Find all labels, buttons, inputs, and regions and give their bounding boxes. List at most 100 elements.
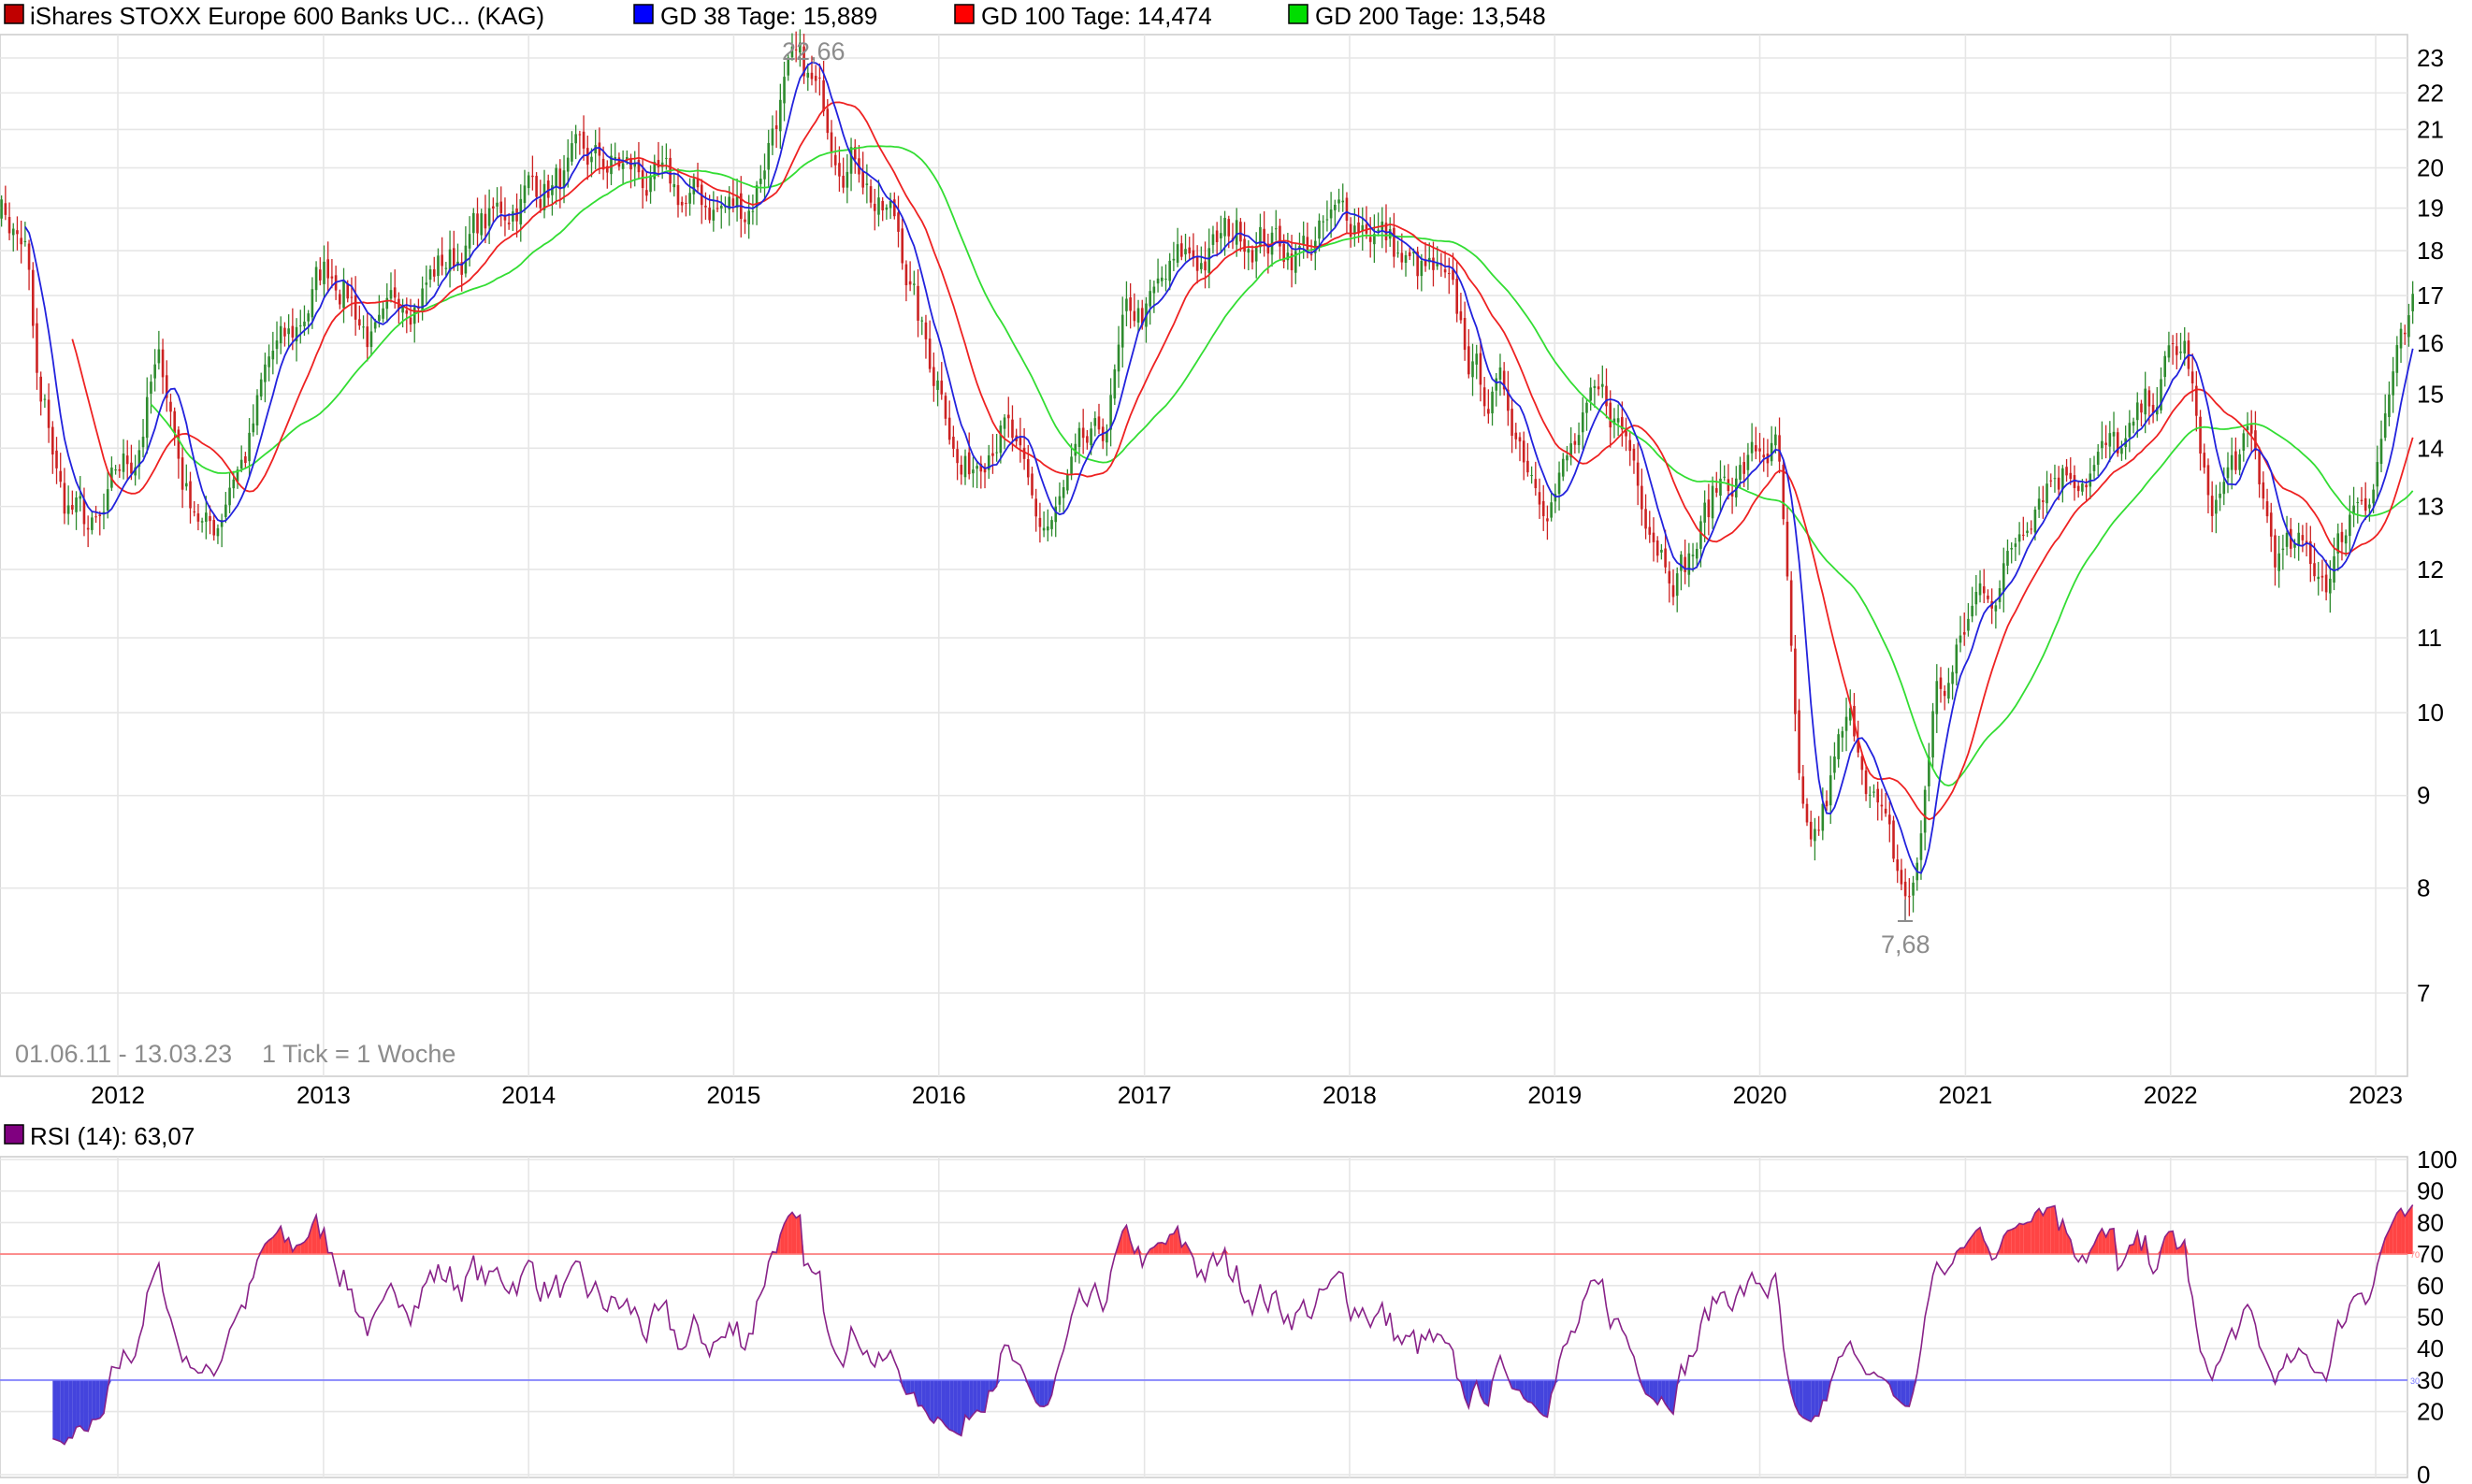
price-candle-body bbox=[23, 240, 27, 242]
price-candle-body bbox=[1864, 771, 1868, 795]
price-candle-body bbox=[311, 289, 314, 318]
price-y-tick-label: 9 bbox=[2417, 782, 2430, 810]
price-candle-body bbox=[1176, 244, 1179, 263]
price-candle-body bbox=[428, 269, 432, 281]
price-candle-body bbox=[1711, 485, 1714, 519]
price-candle-body bbox=[610, 155, 613, 175]
price-candle-body bbox=[267, 356, 270, 367]
price-candle-body bbox=[783, 77, 786, 104]
price-candle-body bbox=[2372, 489, 2375, 504]
rsi-overbought-area bbox=[1165, 1234, 1170, 1255]
price-candle-body bbox=[1455, 278, 1458, 314]
price-candle-body bbox=[1774, 434, 1777, 446]
price-candle-body bbox=[2128, 423, 2132, 438]
price-candle-body bbox=[940, 381, 944, 395]
price-candle-body bbox=[1648, 526, 1652, 535]
price-candle-body bbox=[401, 307, 404, 313]
rsi-oversold-area bbox=[95, 1379, 100, 1419]
price-candle-body bbox=[1479, 353, 1482, 385]
price-candle-body bbox=[1302, 236, 1305, 245]
price-candle-body bbox=[480, 213, 484, 236]
price-candle-body bbox=[983, 468, 987, 473]
rsi-oversold-area bbox=[1524, 1379, 1528, 1403]
price-candle-body bbox=[2176, 346, 2178, 355]
price-candle-body bbox=[1581, 412, 1584, 433]
price-candle-body bbox=[2104, 442, 2107, 445]
legend-rsi: RSI (14): 63,07 bbox=[30, 1122, 195, 1150]
price-candle-body bbox=[1384, 223, 1388, 240]
price-candle-body bbox=[771, 128, 774, 146]
price-candle-body bbox=[1093, 418, 1097, 426]
price-candle-body bbox=[873, 203, 876, 211]
rsi-oversold-area bbox=[1893, 1379, 1898, 1400]
price-candle-body bbox=[2219, 493, 2221, 498]
price-candle-body bbox=[947, 417, 951, 440]
price-candle-body bbox=[16, 230, 19, 235]
price-candle-body bbox=[43, 398, 47, 400]
price-candle-body bbox=[2002, 563, 2005, 593]
price-candle-body bbox=[1789, 580, 1793, 646]
price-candle-body bbox=[2336, 533, 2340, 554]
price-candle-body bbox=[1443, 269, 1447, 273]
price-candle-body bbox=[1664, 548, 1667, 568]
price-candle-body bbox=[1778, 435, 1781, 462]
price-candle-body bbox=[1801, 776, 1805, 804]
price-candle-body bbox=[507, 223, 511, 224]
price-candle-body bbox=[1962, 632, 1966, 635]
rsi-oversold-area bbox=[957, 1379, 961, 1436]
legend-swatch-instrument bbox=[4, 4, 24, 24]
price-candle-body bbox=[1511, 409, 1513, 436]
price-candle-body bbox=[1785, 521, 1789, 577]
price-candle-body bbox=[1325, 219, 1329, 221]
price-candle-body bbox=[1322, 221, 1325, 223]
price-candle-body bbox=[2215, 499, 2218, 514]
rsi-overbought-area bbox=[784, 1216, 788, 1255]
price-candle-body bbox=[248, 432, 251, 462]
price-candle-body bbox=[582, 131, 585, 149]
price-candle-body bbox=[236, 469, 239, 483]
price-candle-body bbox=[1106, 430, 1108, 443]
rsi-oversold-area bbox=[1795, 1379, 1800, 1415]
price-candle-body bbox=[1452, 269, 1454, 281]
price-candle-body bbox=[2364, 497, 2367, 511]
price-candle-body bbox=[2313, 563, 2316, 577]
price-candle-body bbox=[1475, 353, 1479, 365]
price-candle-body bbox=[692, 179, 696, 195]
price-candle-body bbox=[1829, 775, 1832, 806]
price-candle-body bbox=[759, 179, 762, 184]
price-candle-body bbox=[2073, 475, 2076, 488]
price-candles bbox=[0, 29, 2414, 916]
price-candle-body bbox=[2163, 355, 2167, 378]
price-candle-body bbox=[1416, 252, 1419, 277]
price-candle-body bbox=[468, 234, 471, 249]
price-candle-body bbox=[1239, 222, 1242, 242]
price-candle-body bbox=[2317, 576, 2320, 580]
price-candle-body bbox=[995, 452, 998, 454]
price-candle-body bbox=[1868, 794, 1872, 796]
price-candle-body bbox=[1814, 828, 1816, 842]
price-candle-body bbox=[1357, 222, 1360, 234]
price-candle-body bbox=[177, 429, 181, 459]
price-candle-body bbox=[1896, 859, 1900, 872]
price-candle-body bbox=[1373, 234, 1376, 245]
price-y-axis: 7 8 9 10 11 12 13 14 15 16 17 18 19 20 21 22 23 bbox=[2417, 44, 2444, 1007]
rsi-oversold-area bbox=[1527, 1379, 1532, 1404]
legend-swatch-ma100 bbox=[954, 4, 975, 24]
price-candle-body bbox=[125, 455, 129, 465]
price-candle-body bbox=[205, 512, 208, 522]
price-candle-body bbox=[1919, 833, 1923, 860]
price-candle-body bbox=[1612, 418, 1616, 425]
price-candle-body bbox=[1038, 517, 1042, 527]
rsi-oversold-area bbox=[1811, 1379, 1815, 1422]
price-candle-body bbox=[1557, 472, 1561, 495]
price-candle-body bbox=[1432, 257, 1435, 270]
rsi-oversold-area bbox=[1791, 1379, 1796, 1406]
price-x-tick-label: 2013 bbox=[296, 1081, 351, 1109]
price-x-tick-label: 2015 bbox=[707, 1081, 761, 1109]
price-candle-body bbox=[2269, 512, 2273, 537]
price-candle-body bbox=[1200, 263, 1203, 269]
price-candle-body bbox=[637, 159, 641, 173]
price-candle-body bbox=[735, 196, 739, 209]
price-candle-body bbox=[2206, 465, 2210, 496]
price-candle-body bbox=[558, 168, 562, 190]
